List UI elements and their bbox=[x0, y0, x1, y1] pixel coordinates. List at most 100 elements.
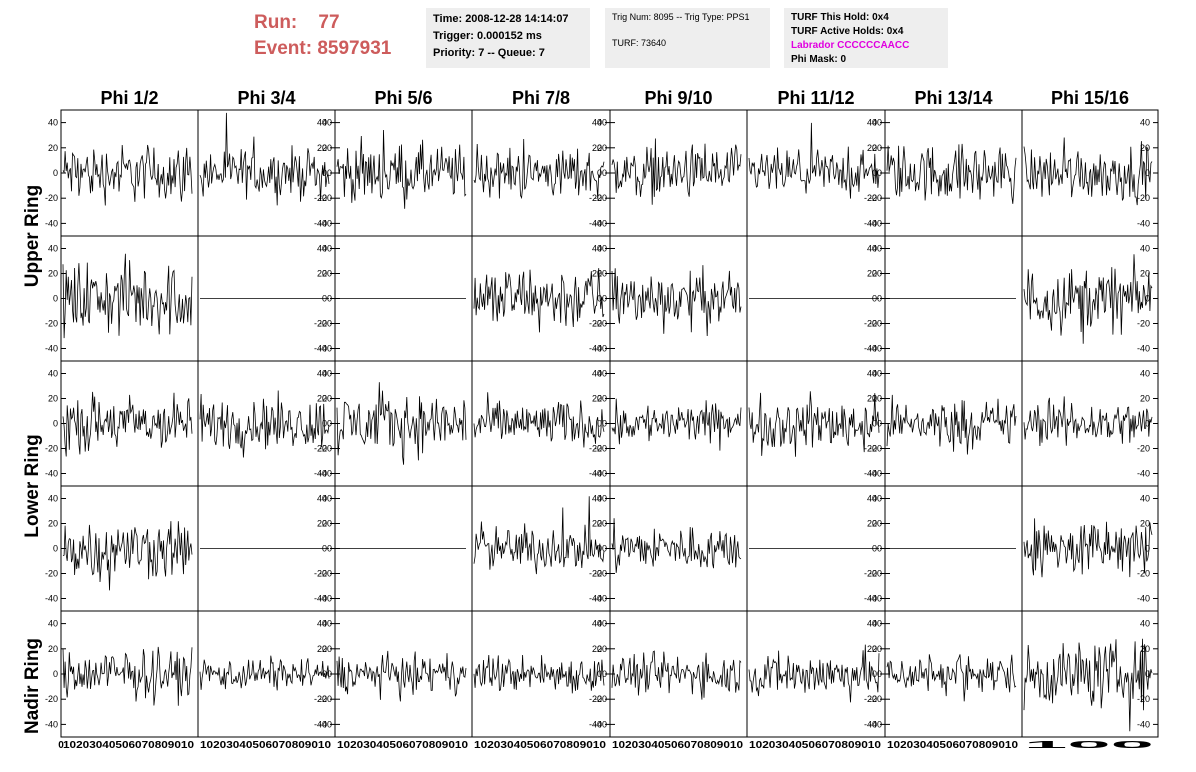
waveform-line bbox=[199, 112, 330, 206]
y-tick-label: 0 bbox=[872, 419, 877, 429]
y-tick-label: 0 bbox=[602, 544, 607, 554]
waveform-line bbox=[1023, 518, 1153, 578]
priority-text: Priority: 7 -- Queue: 7 bbox=[433, 47, 545, 59]
waveform-line bbox=[611, 398, 742, 451]
waveform-line bbox=[886, 143, 1017, 204]
waveform-line bbox=[886, 394, 1017, 455]
y-tick-label: 0 bbox=[877, 168, 882, 178]
y-tick-label: 20 bbox=[1140, 269, 1150, 279]
y-tick-label: 20 bbox=[317, 394, 327, 404]
waveform-line bbox=[336, 382, 467, 465]
panel-frame bbox=[884, 610, 1023, 738]
y-tick-label: -40 bbox=[1137, 218, 1150, 228]
y-tick-label: -20 bbox=[45, 569, 58, 579]
y-tick-label: 0 bbox=[53, 294, 58, 304]
y-tick-label: 40 bbox=[1140, 118, 1150, 128]
y-tick-label: -20 bbox=[314, 444, 327, 454]
y-tick-label: -20 bbox=[589, 319, 602, 329]
waveform-line bbox=[748, 644, 880, 703]
y-tick-label: 40 bbox=[867, 494, 877, 504]
y-tick-label: 20 bbox=[48, 269, 58, 279]
waveform-line bbox=[1023, 396, 1153, 447]
y-tick-label: 20 bbox=[867, 394, 877, 404]
y-tick-label: -40 bbox=[594, 344, 607, 354]
y-tick-label: -20 bbox=[1137, 319, 1150, 329]
y-tick-label: -40 bbox=[1137, 594, 1150, 604]
waveform-line bbox=[748, 122, 880, 199]
ring-label: Nadir Ring bbox=[22, 638, 43, 734]
y-tick-label: 40 bbox=[1140, 369, 1150, 379]
y-tick-label: 0 bbox=[877, 544, 882, 554]
y-tick-label: -20 bbox=[319, 319, 332, 329]
y-tick-label: 40 bbox=[867, 369, 877, 379]
y-tick-label: -40 bbox=[319, 719, 332, 729]
y-tick-label: -40 bbox=[589, 469, 602, 479]
y-tick-label: 40 bbox=[48, 118, 58, 128]
y-tick-label: 40 bbox=[1140, 494, 1150, 504]
y-tick-label: -20 bbox=[1137, 569, 1150, 579]
waveform-line bbox=[62, 391, 193, 457]
waveform-line bbox=[611, 138, 742, 205]
y-tick-label: 20 bbox=[867, 644, 877, 654]
y-tick-label: 0 bbox=[597, 294, 602, 304]
y-tick-label: 40 bbox=[317, 244, 327, 254]
y-tick-label: 0 bbox=[53, 544, 58, 554]
y-tick-label: -40 bbox=[45, 218, 58, 228]
y-tick-label: -40 bbox=[869, 719, 882, 729]
y-tick-label: -20 bbox=[589, 193, 602, 203]
event-label: Event: bbox=[254, 38, 313, 59]
waveform-line bbox=[62, 253, 193, 339]
trigger-text: Trigger: 0.000152 ms bbox=[433, 30, 542, 42]
y-tick-label: 20 bbox=[867, 519, 877, 529]
y-tick-label: -20 bbox=[864, 694, 877, 704]
y-tick-label: 0 bbox=[602, 669, 607, 679]
y-tick-label: -40 bbox=[1137, 469, 1150, 479]
y-tick-label: 20 bbox=[872, 143, 882, 153]
y-tick-label: -20 bbox=[319, 569, 332, 579]
y-tick-label: 0 bbox=[53, 419, 58, 429]
y-tick-label: 40 bbox=[597, 619, 607, 629]
y-tick-label: 0 bbox=[877, 669, 882, 679]
time-info-box: Time: 2008-12-28 14:14:07 Trigger: 0.000… bbox=[426, 8, 590, 68]
y-tick-label: 0 bbox=[602, 168, 607, 178]
y-tick-label: 40 bbox=[48, 369, 58, 379]
y-tick-label: -40 bbox=[45, 344, 58, 354]
y-tick-label: 0 bbox=[327, 294, 332, 304]
x-tick-label-start: 0 bbox=[58, 740, 64, 751]
y-tick-label: 40 bbox=[872, 619, 882, 629]
y-tick-label: 20 bbox=[322, 143, 332, 153]
y-tick-label: -20 bbox=[864, 444, 877, 454]
column-header: Phi 3/4 bbox=[237, 88, 295, 108]
y-tick-label: -40 bbox=[319, 344, 332, 354]
y-tick-label: -20 bbox=[594, 319, 607, 329]
x-tick-labels: 10203040506070809010 bbox=[612, 740, 744, 751]
y-tick-label: 40 bbox=[317, 619, 327, 629]
column-header: Phi 15/16 bbox=[1051, 88, 1129, 108]
y-tick-label: 40 bbox=[592, 244, 602, 254]
y-tick-label: 40 bbox=[322, 118, 332, 128]
waveform-line bbox=[1023, 254, 1153, 344]
y-tick-label: 40 bbox=[867, 118, 877, 128]
y-tick-label: 20 bbox=[597, 269, 607, 279]
y-tick-label: 20 bbox=[48, 143, 58, 153]
trig-num-text: Trig Num: 8095 -- Trig Type: PPS1 bbox=[612, 12, 750, 22]
x-tick-labels: 10203040506070809010 bbox=[337, 740, 469, 751]
x-tick-labels: 10203040506070809010 bbox=[749, 740, 882, 751]
column-header: Phi 11/12 bbox=[777, 88, 854, 108]
y-tick-label: 40 bbox=[1140, 619, 1150, 629]
y-tick-label: 20 bbox=[592, 269, 602, 279]
y-tick-label: -20 bbox=[594, 694, 607, 704]
y-tick-label: 40 bbox=[322, 369, 332, 379]
event-value: 8597931 bbox=[317, 38, 392, 59]
x-tick-labels: 10203040506070809010 bbox=[887, 740, 1019, 751]
y-tick-label: -20 bbox=[319, 444, 332, 454]
y-tick-label: 0 bbox=[327, 419, 332, 429]
y-tick-label: 20 bbox=[48, 519, 58, 529]
ring-label: Lower Ring bbox=[22, 434, 43, 537]
y-tick-label: 0 bbox=[602, 419, 607, 429]
y-tick-label: -40 bbox=[864, 594, 877, 604]
y-tick-label: -20 bbox=[319, 193, 332, 203]
waveform-line bbox=[748, 391, 880, 457]
turf-text: TURF: 73640 bbox=[612, 38, 667, 48]
y-tick-label: 40 bbox=[597, 369, 607, 379]
